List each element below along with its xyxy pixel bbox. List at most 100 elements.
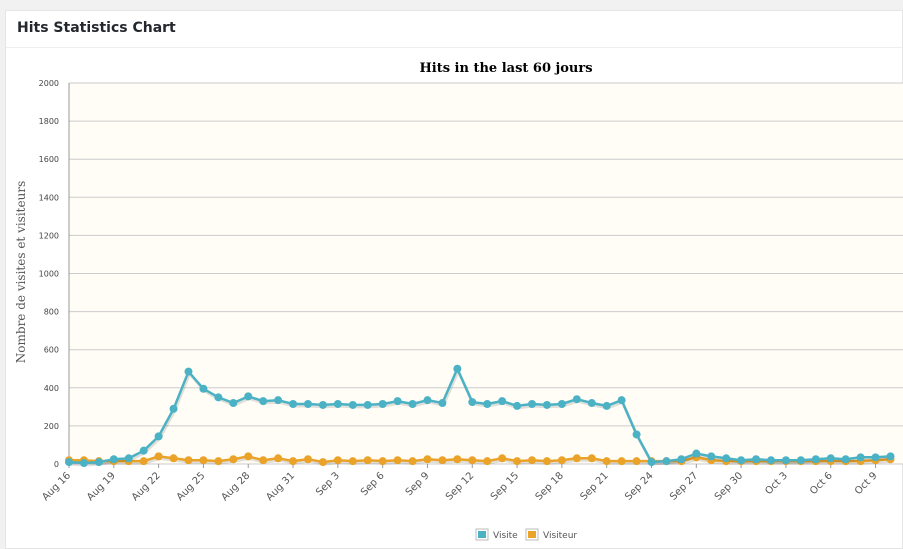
data-point-visite: [199, 384, 208, 393]
data-point-visiteur: [632, 457, 641, 466]
data-point-visite: [169, 404, 178, 413]
legend-swatch-visite: [478, 531, 486, 538]
x-tick-label: Sep 6: [359, 470, 387, 498]
x-tick-label: Aug 28: [220, 470, 253, 503]
data-point-visite: [707, 452, 716, 461]
data-point-visite: [513, 401, 522, 410]
data-point-visiteur: [468, 456, 477, 465]
data-point-visiteur: [393, 456, 402, 465]
y-tick-label: 2000: [39, 79, 59, 88]
panel-header: Hits Statistics Chart: [6, 11, 902, 48]
data-point-visite: [692, 449, 701, 458]
data-point-visite: [856, 453, 865, 462]
x-tick-label: Sep 12: [444, 470, 476, 502]
data-point-visite: [423, 396, 432, 405]
data-point-visite: [348, 400, 357, 409]
data-point-visiteur: [303, 455, 312, 464]
data-point-visite: [79, 459, 88, 468]
x-tick-label: Aug 25: [175, 470, 208, 503]
data-point-visiteur: [333, 456, 342, 465]
data-point-visite: [871, 453, 880, 462]
data-point-visite: [259, 397, 268, 406]
data-point-visiteur: [169, 454, 178, 463]
data-point-visiteur: [423, 455, 432, 464]
data-point-visite: [528, 399, 537, 408]
data-point-visite: [363, 400, 372, 409]
x-tick-label: Aug 19: [85, 470, 118, 503]
x-tick-label: Oct 6: [808, 470, 835, 497]
x-tick-labels: Aug 16 Aug 19 Aug 22 Aug 25 Aug 28 Aug 31 Sep …: [40, 464, 880, 503]
y-tick-label: 1800: [39, 117, 59, 126]
y-tick-label: 1000: [39, 270, 59, 279]
y-tick-label: 400: [44, 384, 59, 393]
y-tick-label: 200: [44, 422, 59, 431]
data-point-visite: [303, 399, 312, 408]
data-point-visite: [737, 456, 746, 465]
data-point-visite: [602, 401, 611, 410]
data-point-visite: [109, 455, 118, 464]
data-point-visite: [184, 367, 193, 376]
data-point-visite: [662, 457, 671, 466]
data-point-visite: [289, 399, 298, 408]
data-point-visite: [796, 456, 805, 465]
data-point-visite: [617, 396, 626, 405]
data-point-visite: [572, 395, 581, 404]
data-point-visite: [587, 399, 596, 408]
y-tick-label: 600: [44, 346, 59, 355]
x-tick-label: Aug 31: [264, 470, 297, 503]
data-point-visiteur: [483, 457, 492, 466]
data-point-visiteur: [184, 456, 193, 465]
data-point-visiteur: [408, 457, 417, 466]
x-tick-label: Oct 9: [853, 470, 880, 497]
data-point-visite: [722, 454, 731, 463]
data-point-visiteur: [289, 457, 298, 466]
data-point-visite: [483, 399, 492, 408]
data-point-visite: [886, 452, 895, 461]
data-point-visite: [139, 446, 148, 455]
legend-swatch-visiteur: [528, 531, 536, 538]
data-point-visiteur: [154, 452, 163, 461]
data-point-visiteur: [572, 454, 581, 463]
data-point-visite: [841, 455, 850, 464]
data-point-visiteur: [617, 457, 626, 466]
data-point-visiteur: [602, 457, 611, 466]
data-point-visite: [811, 455, 820, 464]
data-point-visite: [94, 458, 103, 467]
data-point-visiteur: [139, 457, 148, 466]
data-point-visiteur: [348, 457, 357, 466]
data-point-visiteur: [318, 458, 327, 467]
legend-label-visiteur: Visiteur: [543, 531, 577, 541]
data-point-visite: [438, 399, 447, 408]
data-point-visite: [557, 399, 566, 408]
data-point-visite: [632, 430, 641, 439]
data-point-visite: [393, 397, 402, 406]
data-point-visite: [468, 398, 477, 407]
x-tick-label: Sep 27: [668, 470, 700, 502]
data-point-visite: [826, 454, 835, 463]
data-point-visiteur: [513, 457, 522, 466]
y-tick-label: 1400: [39, 193, 59, 202]
y-tick-label: 1600: [39, 155, 59, 164]
data-point-visiteur: [199, 456, 208, 465]
data-point-visite: [498, 397, 507, 406]
data-point-visite: [318, 400, 327, 409]
data-point-visite: [542, 400, 551, 409]
series-group: [65, 364, 895, 468]
data-point-visiteur: [587, 454, 596, 463]
data-point-visiteur: [259, 456, 268, 465]
y-tick-label: 1200: [39, 231, 59, 240]
data-point-visite: [124, 454, 133, 463]
y-tick-label: 800: [44, 308, 59, 317]
x-tick-label: Sep 3: [314, 470, 342, 498]
data-point-visite: [154, 432, 163, 441]
data-point-visite: [333, 399, 342, 408]
x-tick-label: Sep 18: [534, 470, 566, 502]
data-point-visite: [378, 399, 387, 408]
data-point-visite: [767, 456, 776, 465]
x-tick-label: Sep 30: [713, 470, 745, 502]
data-point-visite: [647, 458, 656, 467]
data-point-visiteur: [528, 456, 537, 465]
data-point-visite: [214, 393, 223, 402]
data-point-visiteur: [229, 455, 238, 464]
